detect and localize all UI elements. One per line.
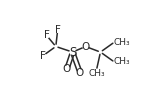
Text: F: F: [55, 25, 61, 35]
Circle shape: [70, 49, 75, 55]
Text: S: S: [69, 46, 76, 59]
Circle shape: [64, 66, 70, 71]
Text: F: F: [40, 51, 46, 61]
Circle shape: [55, 27, 60, 32]
Text: CH₃: CH₃: [113, 38, 130, 47]
Circle shape: [77, 70, 83, 75]
Text: CH₃: CH₃: [113, 57, 130, 66]
Text: O: O: [81, 41, 90, 52]
Circle shape: [83, 44, 88, 49]
Circle shape: [40, 53, 45, 58]
Text: O: O: [76, 68, 84, 78]
Text: CH₃: CH₃: [88, 69, 105, 78]
Text: O: O: [63, 64, 71, 74]
Circle shape: [44, 33, 49, 38]
Text: F: F: [44, 30, 49, 40]
